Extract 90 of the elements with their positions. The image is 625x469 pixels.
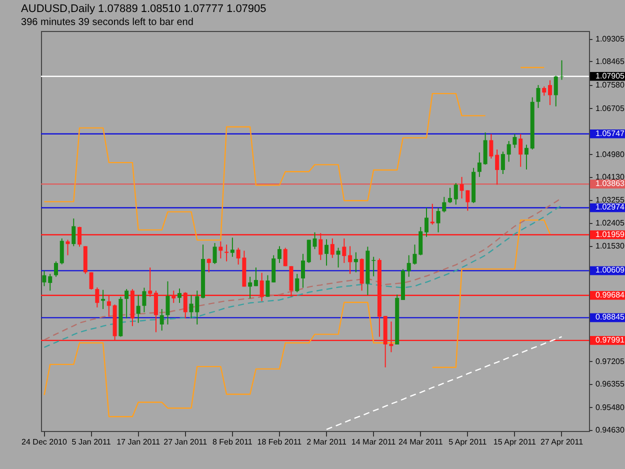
candlestick	[218, 240, 223, 259]
x-tick-label: 27 Jan 2011	[164, 438, 208, 446]
candlestick	[524, 144, 528, 170]
candlestick	[248, 276, 252, 299]
x-tick-label: 5 Apr 2011	[448, 438, 488, 446]
candlestick	[206, 258, 211, 273]
candlestick	[224, 244, 229, 262]
ref-line-label: 0.98845	[596, 312, 625, 322]
candlestick	[536, 84, 540, 108]
candlestick	[89, 272, 94, 290]
y-tick-label: 0.95480	[596, 402, 625, 412]
candlestick	[448, 187, 452, 204]
y-tick-label: 1.09305	[596, 34, 625, 44]
candlestick	[312, 232, 317, 250]
x-tick-label: 24 Mar 2011	[398, 438, 444, 446]
ref-line-label: 0.97991	[596, 335, 625, 344]
ref-line-label: 1.05747	[596, 128, 625, 138]
candlestick	[330, 238, 334, 258]
ref-line-label: 1.07905	[596, 71, 625, 80]
candlestick	[454, 182, 458, 206]
candlestick	[42, 270, 46, 287]
candlestick	[418, 226, 423, 256]
candlestick	[483, 132, 488, 166]
candlestick	[124, 288, 129, 319]
x-tick-label: 5 Jan 2011	[72, 438, 112, 446]
candlestick	[230, 237, 234, 258]
candlestick	[477, 152, 482, 178]
candlestick	[560, 60, 564, 80]
x-tick-label: 18 Feb 2011	[257, 438, 302, 446]
line-series	[326, 336, 562, 430]
candlestick	[166, 280, 170, 325]
x-tick-label: 17 Jan 2011	[116, 438, 161, 446]
x-tick-label: 2 Mar 2011	[306, 438, 348, 446]
candlestick	[301, 253, 305, 288]
candlestick	[66, 239, 70, 256]
candlestick	[254, 266, 258, 287]
candlestick	[372, 256, 376, 277]
candlestick	[160, 308, 164, 332]
y-tick-label: 1.04980	[596, 150, 625, 159]
x-tick-label: 24 Dec 2010	[22, 438, 68, 446]
candlestick	[283, 247, 288, 267]
candlestick	[548, 80, 552, 106]
candlestick	[354, 252, 358, 273]
candlestick	[342, 238, 346, 264]
ref-line-label: 1.03863	[596, 179, 625, 188]
x-tick-label: 15 Apr 2011	[493, 438, 537, 446]
candlestick	[430, 203, 434, 226]
candlestick	[348, 246, 352, 274]
y-tick-label: 1.03255	[596, 196, 625, 205]
candlestick	[336, 247, 340, 268]
x-tick-label: 14 Mar 2011	[351, 438, 396, 446]
y-tick-label: 0.96355	[596, 379, 625, 388]
candlestick	[277, 246, 282, 264]
candlestick	[136, 294, 140, 324]
y-tick-label: 1.07580	[596, 80, 625, 90]
candlestick	[295, 273, 300, 293]
candlestick	[101, 289, 106, 310]
candlestick	[272, 254, 276, 283]
x-tick-label: 8 Feb 2011	[212, 438, 253, 446]
candlestick	[306, 239, 311, 264]
y-tick-label: 1.02405	[596, 218, 625, 228]
candlestick	[542, 86, 546, 96]
candlestick	[142, 287, 146, 313]
candlestick	[212, 242, 217, 265]
x-tick-label: 27 Apr 2011	[540, 438, 584, 446]
y-tick-label: 0.97205	[596, 356, 625, 366]
candlestick	[60, 238, 64, 265]
y-tick-label: 1.08465	[596, 56, 625, 66]
ref-line-label: 1.02974	[596, 202, 625, 212]
candlestick	[500, 151, 505, 175]
y-tick-label: 0.94630	[596, 425, 625, 434]
candlestick	[495, 149, 500, 186]
y-tick-label: 1.04130	[596, 172, 625, 182]
candlestick	[54, 260, 58, 278]
ref-line-label: 1.00609	[596, 266, 625, 275]
candlestick	[424, 207, 428, 238]
candlestick	[178, 288, 182, 304]
candlestick	[48, 273, 52, 292]
candlestick	[72, 218, 76, 247]
candlestick	[266, 274, 270, 298]
chart-title: AUDUSD,Daily 1.07889 1.08510 1.07777 1.07905	[21, 3, 266, 15]
candlestick	[489, 134, 494, 160]
candlestick	[324, 238, 329, 266]
y-tick-label: 1.01530	[596, 242, 625, 251]
candlestick	[554, 75, 558, 107]
chart-subtitle: 396 minutes 39 seconds left to bar end	[21, 17, 194, 28]
candlestick	[518, 134, 523, 168]
ref-line-label: 1.01959	[596, 230, 625, 239]
y-tick-label: 1.06705	[596, 104, 625, 113]
ref-line-label: 0.99684	[596, 290, 625, 300]
